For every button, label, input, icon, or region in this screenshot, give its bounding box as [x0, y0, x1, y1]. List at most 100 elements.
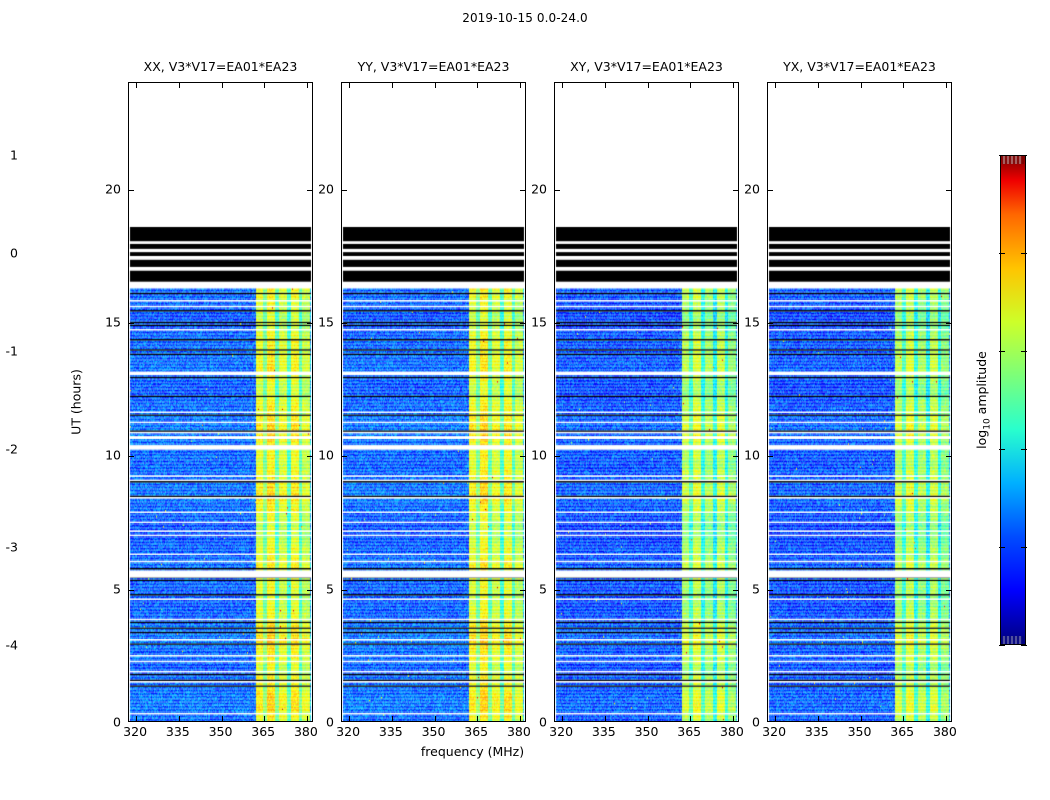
x-tick-top-xx-3	[264, 83, 266, 88]
y-tick-label-yx-2: 10	[744, 447, 760, 463]
x-tick-label-xx-1: 335	[165, 724, 190, 739]
y-tick-yy-1	[342, 589, 347, 591]
x-tick-xx-2	[221, 716, 223, 721]
x-tick-xy-3	[690, 716, 692, 721]
y-tick-yy-3	[342, 323, 347, 324]
y-tick-right-xy-2	[733, 456, 738, 458]
x-tick-yy-2	[434, 716, 436, 721]
y-tick-xx-4	[129, 189, 134, 191]
y-tick-label-xy-3: 15	[531, 314, 547, 330]
x-tick-yy-0	[349, 716, 351, 721]
colorbar-tick-0	[999, 645, 1005, 646]
colorbar-tick-1	[999, 547, 1005, 548]
x-tick-top-yy-1	[391, 83, 393, 88]
waterfall-image-yy	[342, 83, 525, 721]
y-tick-yy-4	[342, 189, 347, 191]
x-tick-yy-1	[391, 716, 393, 721]
x-tick-label-xy-1: 335	[591, 724, 616, 739]
x-tick-yx-4	[945, 716, 947, 721]
y-tick-label-xx-3: 15	[105, 314, 121, 330]
x-tick-label-yy-1: 335	[378, 724, 403, 739]
panel-title-yx: YX, V3*V17=EA01*EA23	[783, 59, 936, 74]
x-tick-top-yy-2	[434, 83, 436, 88]
y-tick-right-xy-1	[733, 589, 738, 591]
panel-yy[interactable]: YY, V3*V17=EA01*EA23	[341, 59, 526, 722]
x-tick-top-xy-0	[562, 83, 564, 88]
x-tick-label-xx-3: 365	[251, 724, 276, 739]
x-tick-xx-3	[264, 716, 266, 721]
panel-frame-xx	[128, 82, 313, 722]
y-tick-right-xy-4	[733, 189, 738, 191]
colorbar[interactable]	[999, 155, 1027, 646]
y-tick-xy-4	[555, 189, 560, 191]
y-tick-right-xx-2	[307, 456, 312, 458]
y-tick-right-xx-4	[307, 189, 312, 191]
panel-title-xx: XX, V3*V17=EA01*EA23	[143, 59, 298, 74]
colorbar-over-marker	[1002, 156, 1024, 164]
x-tick-label-xx-2: 350	[208, 724, 233, 739]
y-tick-label-xx-2: 10	[105, 447, 121, 463]
panel-xx[interactable]: XX, V3*V17=EA01*EA23	[128, 59, 313, 722]
x-tick-top-xy-2	[647, 83, 649, 88]
y-tick-right-xy-3	[733, 323, 738, 324]
y-tick-yx-2	[768, 456, 773, 458]
x-tick-top-yx-2	[860, 83, 862, 88]
y-tick-label-yy-0: 0	[326, 714, 334, 730]
y-tick-right-yx-3	[946, 323, 951, 324]
y-tick-label-yx-0: 0	[752, 714, 760, 730]
x-tick-yx-2	[860, 716, 862, 721]
y-tick-xx-2	[129, 456, 134, 458]
colorbar-tick-label-1: -3	[5, 539, 18, 555]
panel-frame-xy	[554, 82, 739, 722]
y-tick-xy-3	[555, 323, 560, 324]
x-tick-label-xx-4: 380	[293, 724, 318, 739]
y-tick-right-yx-4	[946, 189, 951, 191]
panel-frame-yy	[341, 82, 526, 722]
y-tick-label-yx-3: 15	[744, 314, 760, 330]
waterfall-image-yx	[768, 83, 951, 721]
y-tick-right-yx-2	[946, 456, 951, 458]
x-tick-yy-4	[519, 716, 521, 721]
colorbar-tick-right-3	[1021, 351, 1027, 352]
y-tick-right-xx-3	[307, 323, 312, 324]
x-tick-xx-4	[306, 716, 308, 721]
x-tick-label-yy-3: 365	[464, 724, 489, 739]
y-tick-yx-4	[768, 189, 773, 191]
colorbar-tick-5	[999, 155, 1005, 156]
x-axis-label: frequency (MHz)	[420, 744, 525, 759]
panel-xy[interactable]: XY, V3*V17=EA01*EA23	[554, 59, 739, 722]
y-tick-right-yy-1	[520, 589, 525, 591]
x-tick-top-xx-1	[178, 83, 180, 88]
y-tick-label-yx-4: 20	[744, 181, 760, 197]
y-tick-label-xx-1: 5	[113, 581, 121, 597]
colorbar-label-subscript: 10	[982, 418, 993, 430]
waterfall-image-xy	[555, 83, 738, 721]
y-tick-xy-2	[555, 456, 560, 458]
x-tick-label-xy-2: 350	[634, 724, 659, 739]
x-tick-yx-0	[775, 716, 777, 721]
x-tick-label-yx-3: 365	[890, 724, 915, 739]
colorbar-tick-right-4	[1021, 253, 1027, 254]
x-tick-top-yy-3	[477, 83, 479, 88]
x-tick-xx-1	[178, 716, 180, 721]
colorbar-tick-3	[999, 351, 1005, 352]
panel-yx[interactable]: YX, V3*V17=EA01*EA23	[767, 59, 952, 722]
y-tick-right-yy-3	[520, 323, 525, 324]
y-tick-label-yy-1: 5	[326, 581, 334, 597]
colorbar-tick-label-0: -4	[5, 637, 18, 653]
colorbar-tick-label-3: -1	[5, 343, 18, 359]
y-tick-label-yy-3: 15	[318, 314, 334, 330]
figure-suptitle: 2019-10-15 0.0-24.0	[462, 11, 588, 25]
y-tick-label-xx-0: 0	[113, 714, 121, 730]
x-tick-label-xy-3: 365	[677, 724, 702, 739]
colorbar-label: log10 amplitude	[974, 351, 993, 449]
x-tick-label-yx-4: 380	[932, 724, 957, 739]
y-tick-xy-1	[555, 589, 560, 591]
colorbar-tick-label-4: 0	[10, 245, 18, 261]
x-tick-top-xx-4	[306, 83, 308, 88]
y-tick-label-yy-4: 20	[318, 181, 334, 197]
x-tick-xy-2	[647, 716, 649, 721]
x-tick-label-yx-0: 320	[762, 724, 787, 739]
y-tick-yx-3	[768, 323, 773, 324]
